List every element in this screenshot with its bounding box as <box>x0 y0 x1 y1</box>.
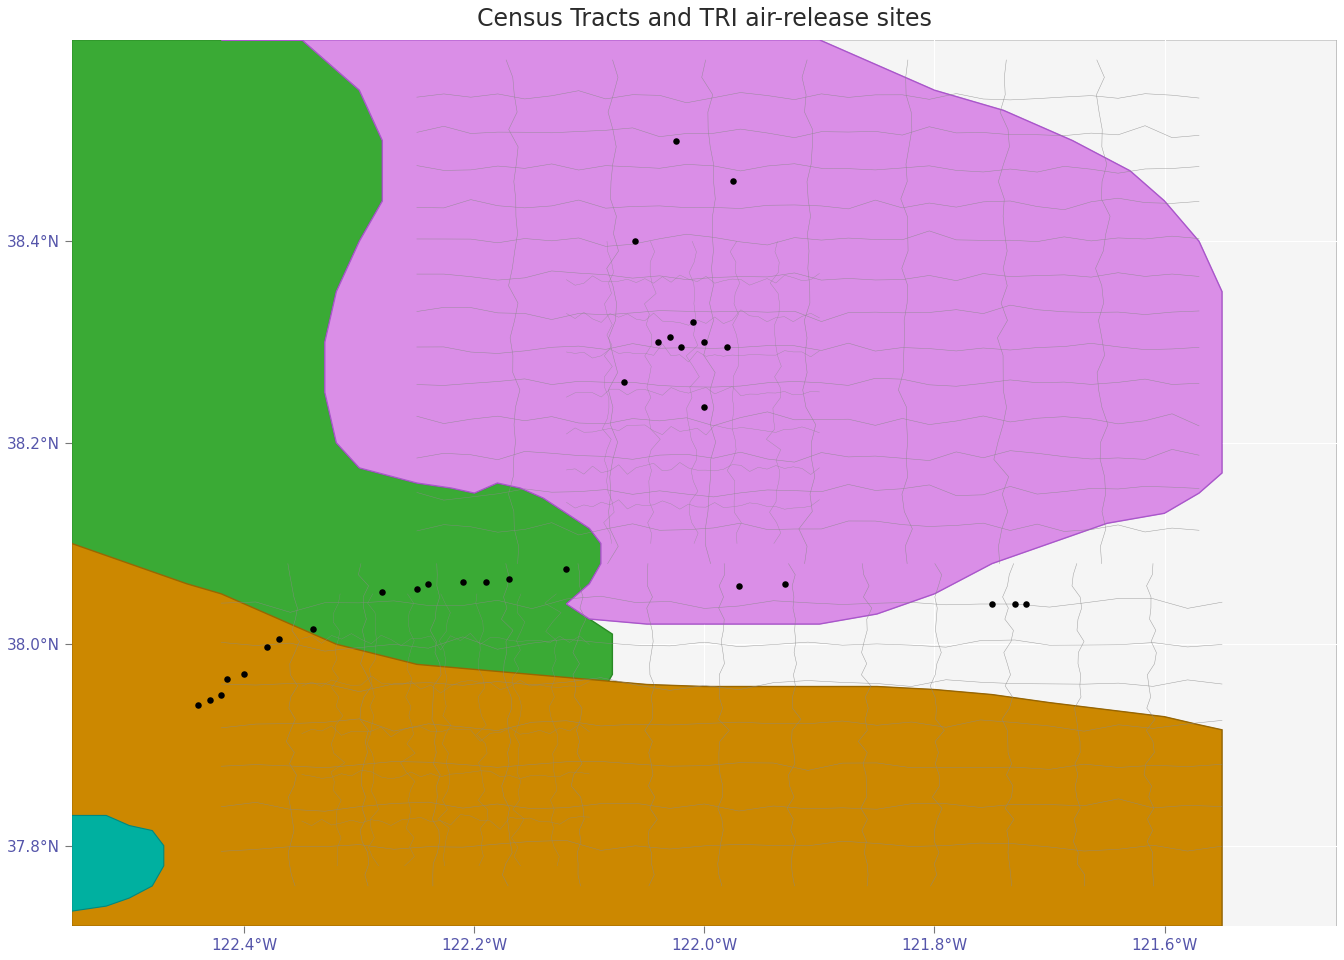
Polygon shape <box>71 39 613 873</box>
Point <box>665 132 687 148</box>
Point <box>555 561 577 576</box>
Point <box>694 399 715 415</box>
Point <box>216 672 238 687</box>
Point <box>474 574 496 589</box>
Point <box>648 334 669 349</box>
Point <box>694 334 715 349</box>
Polygon shape <box>71 815 164 911</box>
Polygon shape <box>222 39 1222 624</box>
Point <box>1004 596 1025 612</box>
Point <box>406 581 427 596</box>
Point <box>188 697 210 712</box>
Point <box>199 692 220 708</box>
Polygon shape <box>71 201 124 493</box>
Point <box>302 621 324 636</box>
Point <box>267 632 289 647</box>
Point <box>257 639 278 655</box>
Point <box>716 340 738 355</box>
Title: Census Tracts and TRI air-release sites: Census Tracts and TRI air-release sites <box>477 7 931 31</box>
Point <box>452 574 473 589</box>
Point <box>683 314 704 329</box>
Polygon shape <box>302 39 1337 926</box>
Point <box>774 576 796 591</box>
Point <box>625 233 646 249</box>
Point <box>1016 596 1038 612</box>
Point <box>418 576 439 591</box>
Point <box>723 173 745 188</box>
Point <box>659 329 680 345</box>
Point <box>371 584 392 599</box>
Point <box>234 667 255 683</box>
Polygon shape <box>71 543 1222 926</box>
Point <box>499 571 520 587</box>
Polygon shape <box>71 543 1222 926</box>
Point <box>981 596 1003 612</box>
Point <box>613 374 634 390</box>
Point <box>671 340 692 355</box>
Point <box>211 687 233 703</box>
Point <box>728 578 750 593</box>
